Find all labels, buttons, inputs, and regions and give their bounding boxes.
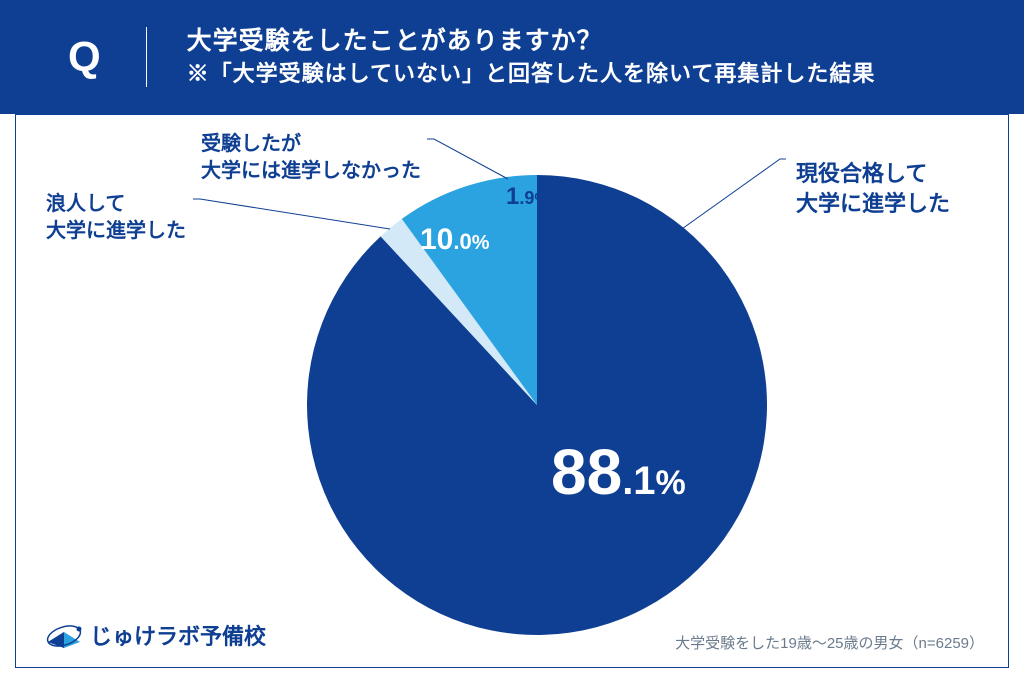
title-main: 大学受験をしたことがありますか？ [187, 25, 876, 59]
chart-area: 88.1% 10.0% 1.9% 現役合格して大学に進学した 受験したが大学には… [15, 114, 1009, 668]
footer-logo: じゅけラボ予備校 [46, 619, 266, 651]
question-mark: Q [68, 33, 146, 81]
logo-text: じゅけラボ予備校 [90, 619, 266, 651]
label-ronin: 浪人して大学に進学した [46, 191, 186, 245]
pct-small: 1.9% [506, 183, 549, 211]
label-not-enrolled: 受験したが大学には進学しなかった [201, 131, 421, 185]
title-block: 大学受験をしたことがありますか？ ※「大学受験はしていない」と回答した人を除いて… [187, 25, 876, 88]
label-passed-active: 現役合格して大学に進学した [796, 159, 950, 218]
title-sub: ※「大学受験はしていない」と回答した人を除いて再集計した結果 [187, 59, 876, 89]
logo-icon [46, 620, 82, 650]
header: Q 大学受験をしたことがありますか？ ※「大学受験はしていない」と回答した人を除… [0, 0, 1024, 114]
header-divider [146, 27, 147, 87]
pct-main: 88.1% [551, 435, 686, 509]
footer-note: 大学受験をした19歳～25歳の男女（n=6259） [675, 632, 984, 653]
pct-mid: 10.0% [420, 223, 490, 257]
